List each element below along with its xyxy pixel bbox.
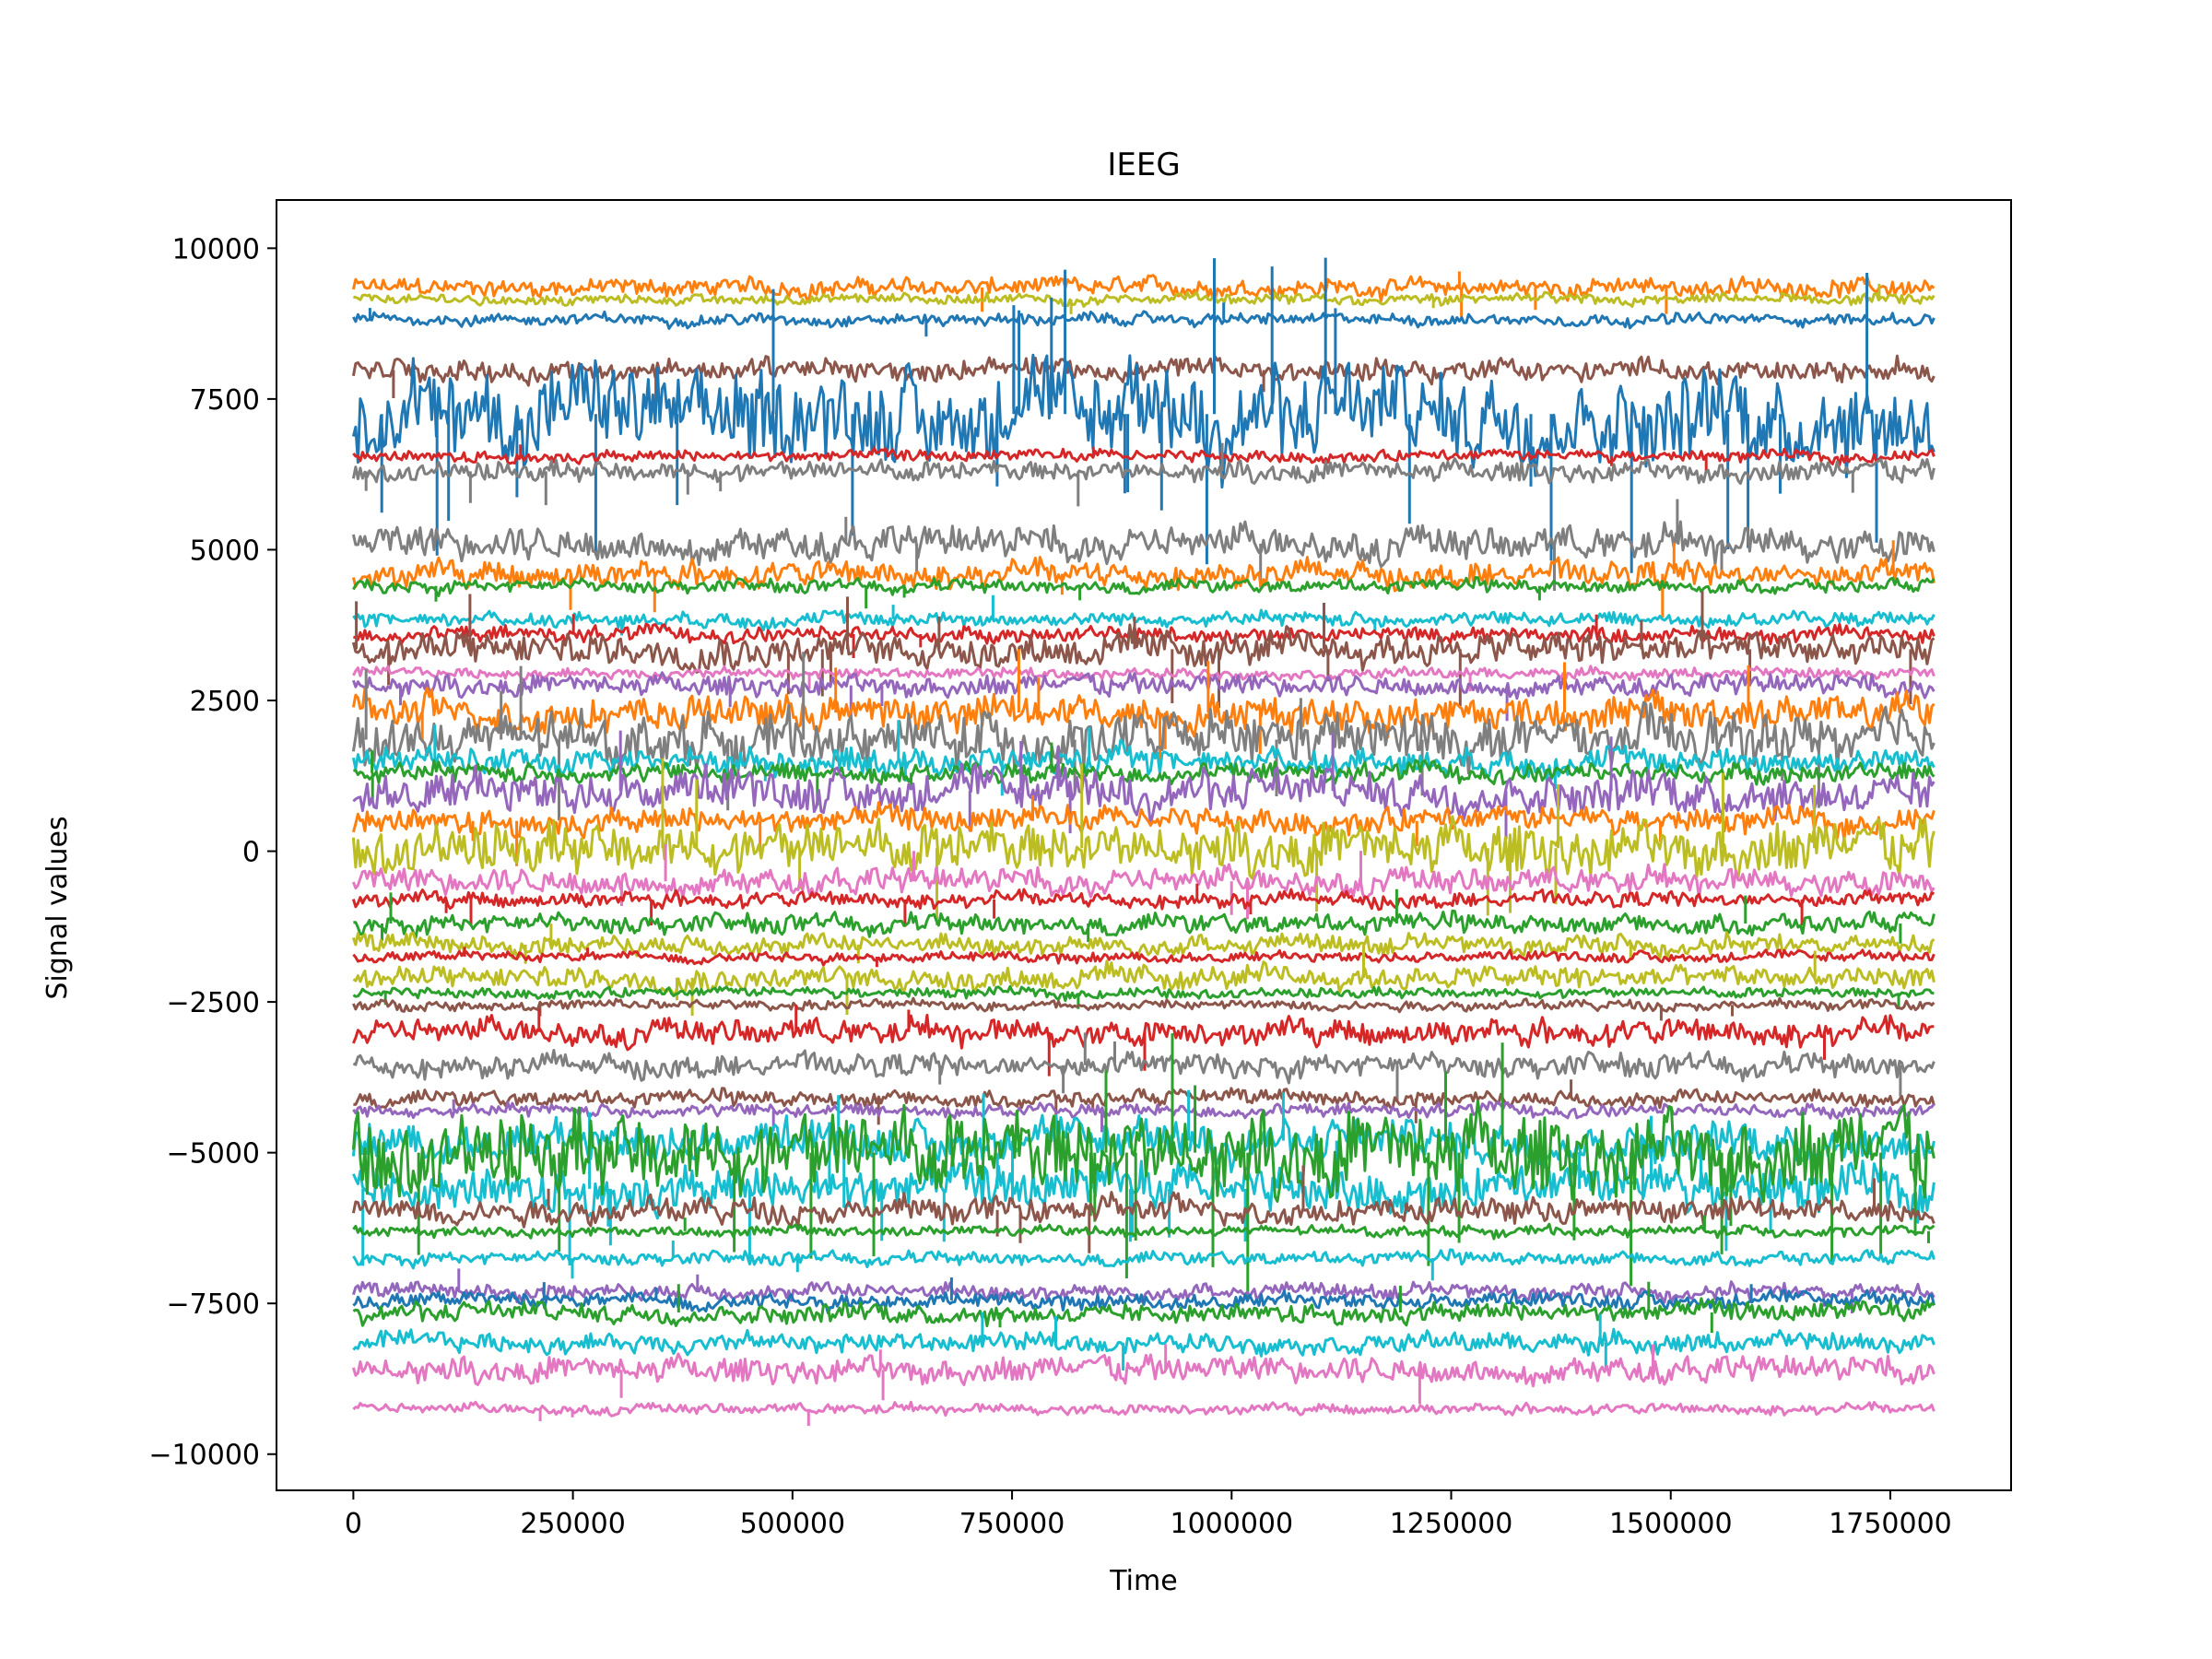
series-line-10 [352,594,1936,636]
series-line-39 [352,1241,1936,1281]
x-axis: 0 250000 500000 750000 1000000 1250000 1500000… [345,1490,1952,1540]
y-axis: −10000 −7500 −5000 −2500 0 2500 5000 7500 10000 [148,233,276,1472]
y-tick-label: −5000 [167,1138,260,1171]
x-tick-label: 0 [345,1508,362,1540]
series-line-33 [352,1099,1936,1133]
x-tick-label: 250000 [520,1508,626,1540]
series-line-30 [352,1005,1935,1077]
series-line-26 [352,947,1936,968]
series-line-22 [351,844,1936,920]
y-tick-label: −10000 [148,1440,260,1472]
series-line-8 [351,540,1936,618]
series-line-31 [352,1032,1936,1102]
chart-title: IEEG [1107,147,1180,183]
series-line-37 [351,1165,1936,1253]
series-line-11 [352,614,1936,658]
y-tick-label: 5000 [190,535,260,567]
series-line-38 [352,1216,1936,1243]
series-line-45 [352,1400,1936,1426]
y-tick-label: −2500 [167,987,260,1019]
series-line-36 [351,1033,1936,1298]
y-axis-label: Signal values [41,816,74,999]
series-line-4 [351,257,1936,573]
series-line-43 [352,1312,1936,1371]
x-axis-label: Time [1109,1565,1177,1597]
y-tick-label: 2500 [190,686,260,718]
series-line-7 [351,499,1936,591]
series-line-28 [352,984,1935,1009]
y-tick-label: 10000 [172,233,260,265]
y-tick-label: −7500 [167,1288,260,1321]
y-tick-label: 0 [242,837,260,869]
x-tick-label: 500000 [740,1508,846,1540]
series-line-29 [352,996,1936,1021]
x-tick-label: 1250000 [1390,1508,1513,1540]
series-line-15 [351,649,1936,760]
series-line-42 [352,1281,1936,1334]
series-line-1 [353,283,1936,314]
y-tick-label: 7500 [190,384,260,417]
series-line-18 [353,742,1936,806]
series-line-27 [352,944,1936,1016]
series-line-6 [351,442,1936,507]
series-line-23 [351,883,1936,927]
series-line-44 [351,1344,1936,1405]
series-line-2 [352,302,1936,337]
x-tick-label: 1000000 [1170,1508,1293,1540]
series-line-20 [351,795,1936,866]
series-line-19 [352,730,1936,840]
series-line-24 [353,888,1936,944]
series-layer [351,257,1936,1426]
x-tick-label: 1750000 [1829,1508,1952,1540]
x-tick-label: 750000 [959,1508,1065,1540]
series-line-25 [351,924,1936,964]
series-line-9 [352,576,1936,609]
x-tick-label: 1500000 [1609,1508,1733,1540]
plot-frame [276,199,2012,1491]
series-line-41 [352,1277,1936,1314]
series-line-5 [352,444,1936,474]
series-line-13 [352,665,1936,692]
